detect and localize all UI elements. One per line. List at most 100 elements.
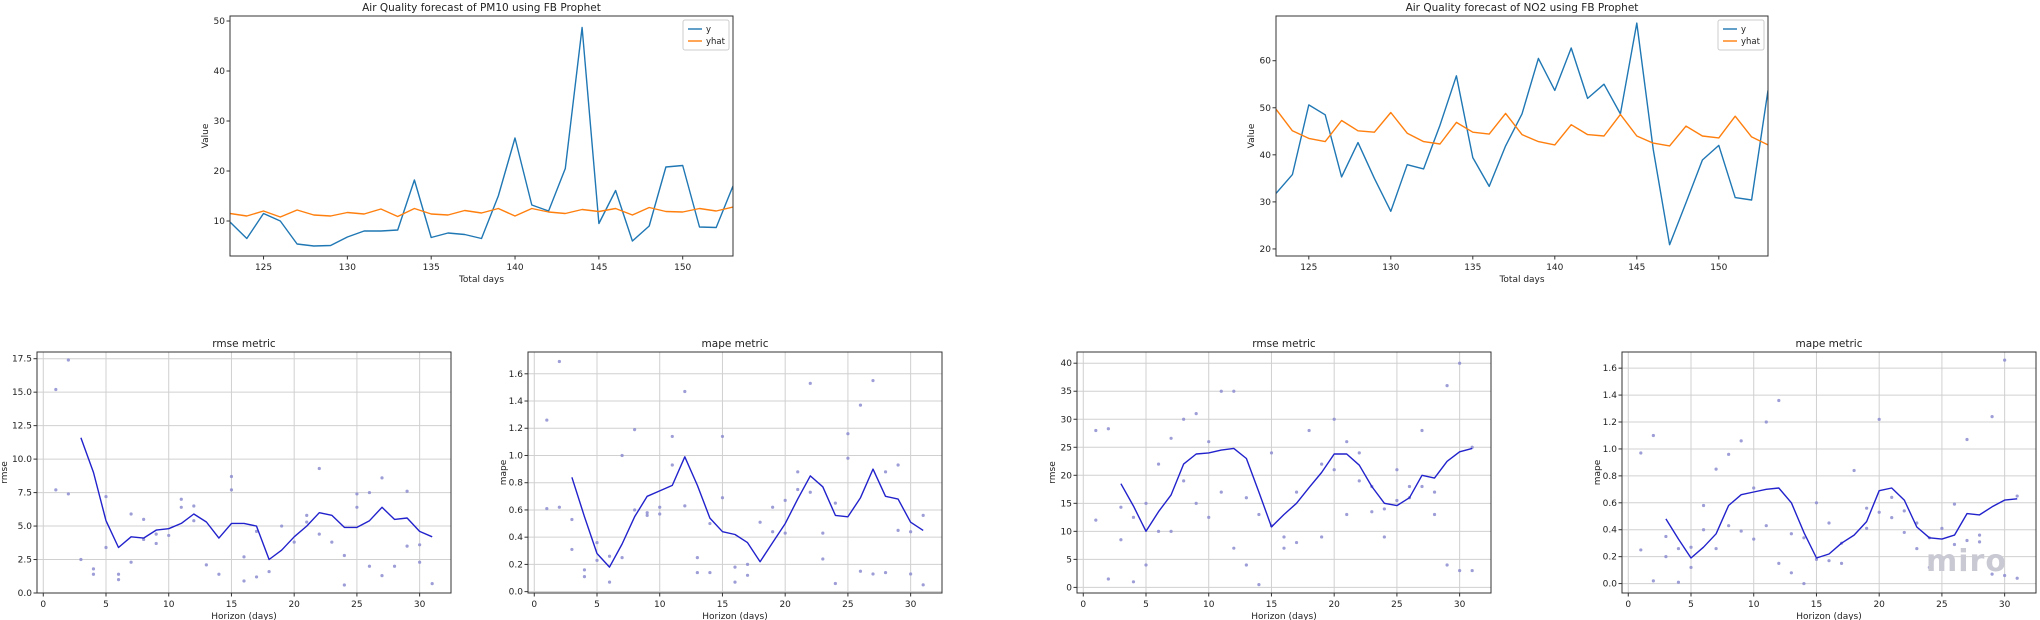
data-point (104, 495, 108, 499)
data-point (1902, 509, 1906, 513)
y-tick-label: 30 (1260, 198, 1272, 208)
data-point (2003, 573, 2007, 578)
data-point (1282, 535, 1286, 539)
data-point (179, 497, 183, 501)
data-point (330, 540, 334, 544)
data-point (305, 520, 309, 524)
data-point (129, 512, 133, 516)
data-point (116, 578, 121, 582)
y-tick-label: 1.0 (509, 451, 524, 461)
data-point (1282, 546, 1286, 550)
x-tick-label: 5 (103, 600, 109, 610)
x-tick-label: 15 (717, 600, 728, 610)
data-point (292, 540, 296, 544)
data-point (129, 560, 133, 564)
data-point (1802, 536, 1806, 540)
data-point (1990, 415, 1994, 419)
legend-box (682, 19, 730, 51)
data-point (909, 572, 913, 576)
data-point (1701, 528, 1706, 532)
data-point (254, 529, 259, 534)
data-point (317, 532, 321, 536)
x-tick-label: 125 (1300, 263, 1317, 273)
miro-watermark: miro (1926, 544, 2007, 579)
chart-title: mape metric (702, 338, 769, 350)
data-point (66, 492, 70, 496)
data-point (2015, 576, 2019, 580)
y-tick-label: 5 (1066, 555, 1072, 565)
data-point (1965, 437, 1969, 442)
plot-area (54, 358, 434, 587)
data-point (392, 564, 397, 568)
data-point (846, 432, 850, 436)
data-point (154, 532, 158, 536)
data-point (620, 453, 624, 458)
x-tick-label: 25 (351, 600, 362, 610)
x-tick-label: 30 (905, 600, 917, 610)
x-tick-label: 130 (1382, 263, 1399, 273)
x-tick-label: 25 (842, 600, 853, 610)
data-point (658, 505, 662, 509)
data-point (1839, 561, 1844, 565)
x-tick-label: 135 (423, 263, 440, 273)
data-point (921, 513, 925, 517)
data-point (54, 488, 58, 492)
x-axis-label: Horizon (days) (1796, 612, 1862, 620)
y-tick-label: 10 (214, 217, 226, 227)
data-point (771, 530, 775, 534)
data-point (846, 456, 850, 460)
plot-frame (1275, 15, 1769, 257)
data-point (1689, 565, 1693, 570)
data-point (1877, 417, 1881, 421)
y-axis-label: Value (1247, 123, 1257, 148)
data-point (242, 579, 246, 583)
x-tick-label: 125 (255, 263, 272, 273)
data-point (1182, 417, 1186, 421)
data-point (1357, 479, 1361, 483)
x-tick-label: 10 (1748, 600, 1760, 610)
data-point (229, 474, 234, 479)
chart-2: 125 130 135 140 145 150 20 30 40 50 60 Air Quality … (1247, 2, 1769, 285)
data-point (708, 521, 712, 526)
data-point (380, 476, 384, 480)
plot-area (545, 359, 925, 587)
data-point (871, 378, 875, 383)
data-point (1802, 581, 1806, 586)
data-point (1407, 484, 1412, 489)
data-point (1865, 506, 1869, 510)
data-point (116, 572, 121, 576)
chart-title: Air Quality forecast of NO2 using FB Pro… (1406, 2, 1639, 14)
data-point (1664, 534, 1668, 539)
x-tick-label: 5 (594, 600, 600, 610)
x-tick-label: 10 (654, 600, 666, 610)
chart-title: Air Quality forecast of PM10 using FB Pr… (362, 2, 601, 14)
y-tick-label: 0.0 (18, 589, 33, 599)
data-point (570, 517, 574, 522)
data-point (783, 531, 787, 535)
y-tick-label: 0.0 (1603, 580, 1618, 590)
data-point (607, 554, 612, 558)
series-line-series-1 (80, 437, 433, 561)
data-point (229, 488, 234, 492)
data-point (1752, 537, 1756, 541)
data-point (1890, 495, 1894, 500)
y-tick-label: 40 (1061, 359, 1073, 369)
data-point (595, 541, 599, 545)
data-point (1320, 535, 1324, 539)
y-axis-label: rmse (0, 461, 10, 484)
x-tick-label: 0 (531, 600, 537, 610)
y-tick-label: 15.0 (12, 388, 32, 398)
data-point (1458, 568, 1462, 573)
y-tick-label: 1.6 (1603, 364, 1618, 374)
data-point (1131, 580, 1136, 584)
data-point (1169, 436, 1173, 440)
data-point (367, 564, 372, 568)
data-point (1119, 538, 1123, 542)
data-point (1294, 540, 1299, 545)
data-point (582, 568, 587, 572)
data-point (1777, 398, 1781, 403)
data-point (821, 531, 825, 535)
legend-box (1717, 19, 1765, 51)
data-point (658, 512, 662, 516)
data-point (720, 434, 725, 439)
